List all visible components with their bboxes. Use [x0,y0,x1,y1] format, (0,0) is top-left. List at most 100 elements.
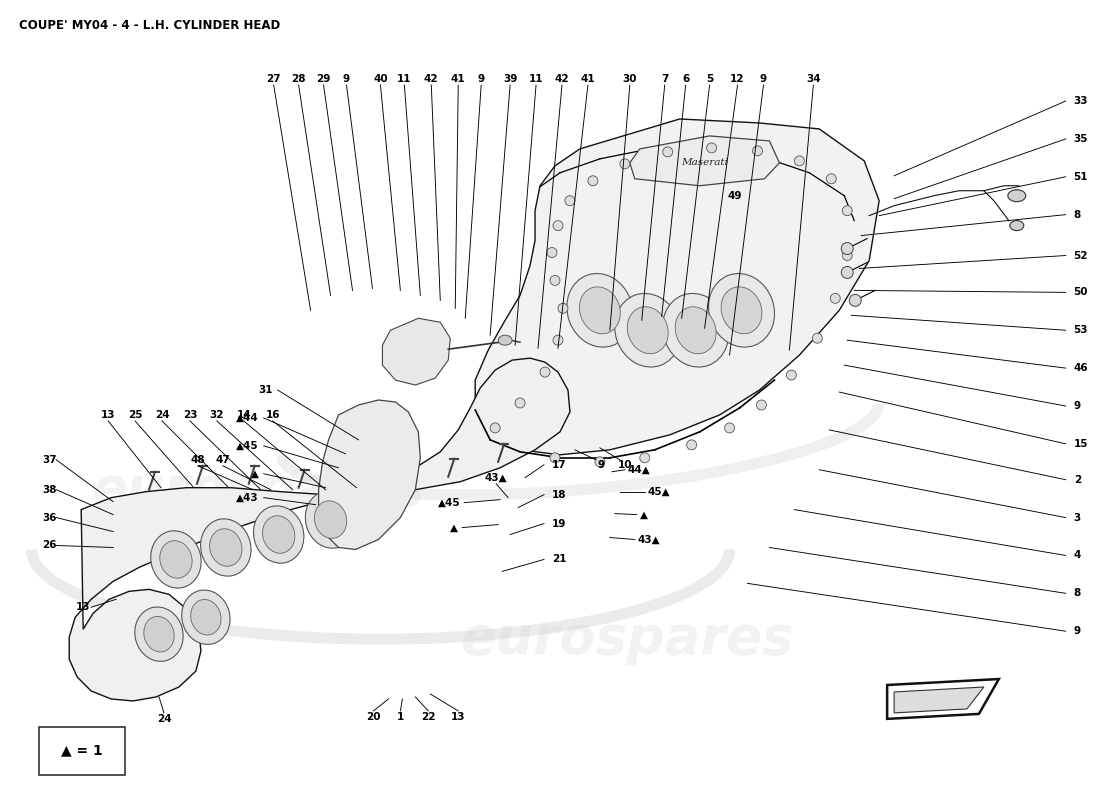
Circle shape [830,294,840,303]
Text: 9: 9 [760,74,767,84]
Ellipse shape [135,607,184,662]
Ellipse shape [190,599,221,635]
Text: 26: 26 [42,541,57,550]
Text: 13: 13 [101,410,116,420]
Ellipse shape [315,501,346,538]
Text: eurospares: eurospares [590,282,836,319]
Circle shape [553,335,563,345]
Ellipse shape [615,294,681,367]
Text: 11: 11 [529,74,543,84]
Text: 33: 33 [1074,96,1088,106]
Text: ▲43: ▲43 [236,493,258,502]
Text: ▲44: ▲44 [236,413,258,423]
Circle shape [587,176,598,186]
Text: 23: 23 [183,410,197,420]
Circle shape [619,159,630,169]
Text: Maserati: Maserati [681,158,728,167]
Text: 36: 36 [42,513,57,522]
Text: ▲: ▲ [450,522,459,533]
Polygon shape [475,119,879,455]
Text: 40: 40 [373,74,387,84]
Text: 7: 7 [661,74,669,84]
Text: COUPE' MY04 - 4 - L.H. CYLINDER HEAD: COUPE' MY04 - 4 - L.H. CYLINDER HEAD [20,19,281,32]
Text: 2: 2 [1074,474,1081,485]
Text: 25: 25 [128,410,142,420]
Text: 32: 32 [210,410,224,420]
Text: 11: 11 [397,74,411,84]
Text: 45▲: 45▲ [648,486,670,497]
Circle shape [662,147,673,157]
Ellipse shape [722,287,762,334]
Circle shape [849,294,861,306]
Text: 48: 48 [190,454,206,465]
Text: 22: 22 [421,712,436,722]
Text: 43▲: 43▲ [638,534,660,545]
Circle shape [550,275,560,286]
Circle shape [540,367,550,377]
Ellipse shape [662,294,728,367]
Text: 21: 21 [552,554,567,565]
Text: 43▲: 43▲ [485,473,507,482]
Text: 28: 28 [292,74,306,84]
Circle shape [640,453,650,462]
Text: eurospares: eurospares [460,613,793,665]
Circle shape [826,174,836,184]
Text: 38: 38 [42,485,57,494]
Circle shape [752,146,762,156]
Text: 42: 42 [554,74,570,84]
Ellipse shape [675,306,716,354]
Circle shape [558,303,568,314]
Polygon shape [630,136,780,186]
Text: 9: 9 [597,460,604,470]
Ellipse shape [253,506,304,563]
Ellipse shape [210,529,242,566]
Ellipse shape [263,516,295,554]
Circle shape [515,398,525,408]
Polygon shape [319,400,420,550]
Text: ▲ = 1: ▲ = 1 [62,744,103,758]
Circle shape [843,206,852,216]
Text: 9: 9 [343,74,350,84]
Text: 14: 14 [236,410,251,420]
Text: 44▲: 44▲ [628,465,650,474]
Text: 35: 35 [1074,134,1088,144]
Text: 5: 5 [706,74,713,84]
Circle shape [547,247,557,258]
Polygon shape [69,358,570,701]
Text: 42: 42 [424,74,439,84]
Text: 52: 52 [1074,250,1088,261]
Circle shape [794,156,804,166]
Ellipse shape [708,274,774,347]
Circle shape [553,221,563,230]
Circle shape [812,334,823,343]
Text: 51: 51 [1074,172,1088,182]
Circle shape [843,250,852,261]
Circle shape [595,457,605,466]
Ellipse shape [627,306,668,354]
Circle shape [786,370,796,380]
Text: 46: 46 [1074,363,1088,373]
Ellipse shape [160,541,192,578]
Circle shape [565,196,575,206]
Text: ▲: ▲ [251,469,258,478]
Text: eurospares: eurospares [91,464,425,516]
Text: 16: 16 [265,410,280,420]
Text: 34: 34 [806,74,821,84]
Text: 31: 31 [258,385,273,395]
Text: 20: 20 [366,712,381,722]
Text: ▲: ▲ [640,510,648,520]
Text: 12: 12 [730,74,745,84]
Text: 29: 29 [317,74,331,84]
Ellipse shape [144,617,174,652]
Text: 19: 19 [552,518,567,529]
Polygon shape [383,318,450,385]
Ellipse shape [151,530,201,588]
Text: 49: 49 [727,190,741,201]
Ellipse shape [580,287,620,334]
Text: 15: 15 [1074,439,1088,449]
Circle shape [686,440,696,450]
Text: 9: 9 [477,74,485,84]
Circle shape [842,266,854,278]
Circle shape [757,400,767,410]
Text: 9: 9 [1074,626,1081,636]
